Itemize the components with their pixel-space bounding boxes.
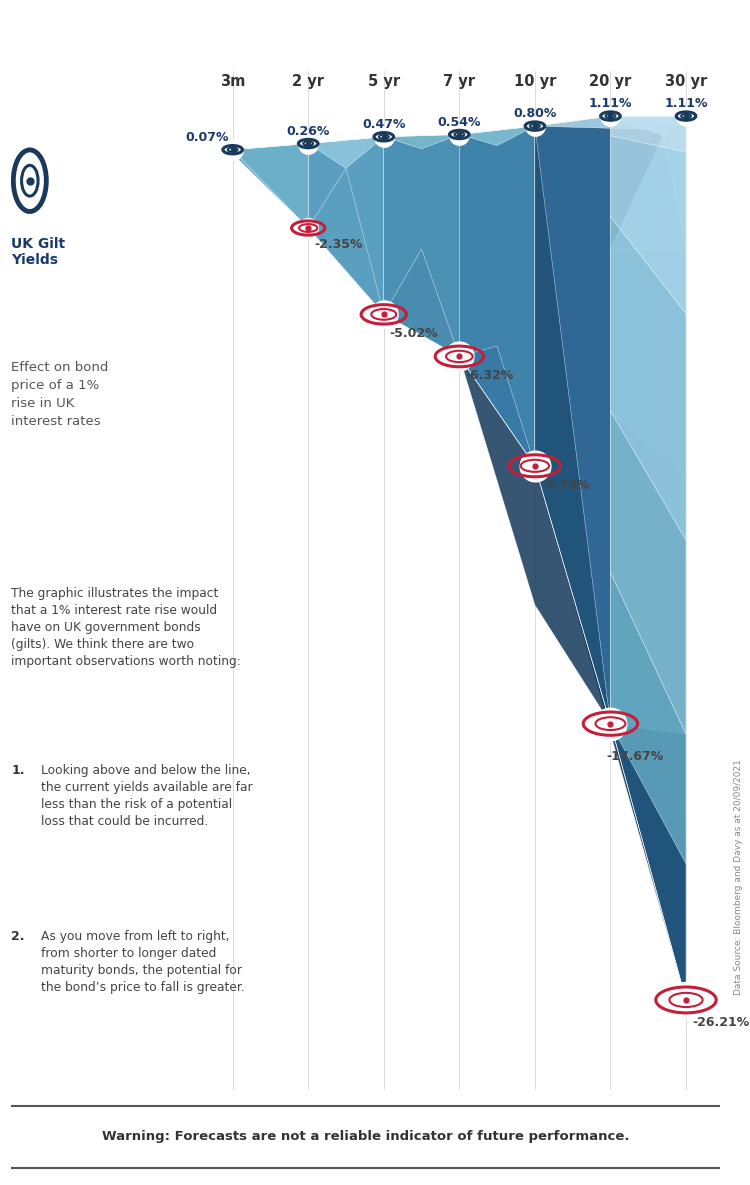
Text: 0.80%: 0.80%: [513, 108, 556, 120]
Text: 1.: 1.: [11, 764, 25, 777]
Polygon shape: [610, 116, 686, 1000]
Text: 0.07%: 0.07%: [185, 130, 229, 143]
Polygon shape: [663, 116, 686, 249]
Text: 30 yr: 30 yr: [664, 75, 707, 89]
Polygon shape: [384, 135, 459, 357]
Text: -6.32%: -6.32%: [466, 370, 514, 383]
Polygon shape: [384, 135, 459, 149]
Text: 7 yr: 7 yr: [443, 75, 476, 89]
Polygon shape: [610, 249, 686, 475]
Polygon shape: [232, 116, 686, 1000]
Polygon shape: [610, 116, 686, 136]
Text: 20 yr: 20 yr: [590, 75, 632, 89]
Polygon shape: [459, 126, 535, 146]
Text: 0.47%: 0.47%: [362, 118, 406, 132]
Polygon shape: [610, 572, 686, 864]
Polygon shape: [232, 143, 308, 228]
Polygon shape: [232, 143, 308, 228]
Polygon shape: [610, 116, 686, 152]
Polygon shape: [610, 136, 686, 314]
Text: -2.35%: -2.35%: [314, 238, 363, 251]
Polygon shape: [308, 136, 384, 168]
Polygon shape: [459, 346, 535, 466]
Polygon shape: [535, 116, 686, 129]
Text: Effect on bond
price of a 1%
rise in UK
interest rates: Effect on bond price of a 1% rise in UK …: [11, 361, 109, 429]
Polygon shape: [384, 249, 459, 357]
Text: -5.02%: -5.02%: [390, 327, 439, 340]
Polygon shape: [459, 357, 610, 724]
Text: 2 yr: 2 yr: [292, 75, 324, 89]
Text: 3m: 3m: [220, 75, 245, 89]
Text: -17.67%: -17.67%: [607, 750, 664, 762]
Text: UK Gilt
Yields: UK Gilt Yields: [11, 237, 65, 267]
Polygon shape: [610, 217, 686, 540]
Text: 10 yr: 10 yr: [514, 75, 556, 89]
Polygon shape: [610, 411, 686, 735]
Text: 5 yr: 5 yr: [368, 75, 400, 89]
Polygon shape: [535, 126, 610, 724]
Polygon shape: [308, 168, 384, 314]
Polygon shape: [610, 136, 686, 249]
Text: 2.: 2.: [11, 930, 25, 943]
Text: 0.54%: 0.54%: [437, 116, 481, 129]
Polygon shape: [535, 466, 686, 1000]
Text: Data Source: Bloomberg and Davy as at 20/09/2021: Data Source: Bloomberg and Davy as at 20…: [734, 760, 743, 995]
Text: -9.70%: -9.70%: [541, 479, 590, 492]
Text: 1.11%: 1.11%: [589, 97, 632, 110]
Text: As you move from left to right,
from shorter to longer dated
maturity bonds, the: As you move from left to right, from sho…: [41, 930, 245, 994]
Polygon shape: [308, 136, 384, 314]
Polygon shape: [535, 116, 610, 724]
Text: The graphic illustrates the impact
that a 1% interest rate rise would
have on UK: The graphic illustrates the impact that …: [11, 587, 241, 667]
Text: 0.26%: 0.26%: [286, 124, 330, 137]
Text: 1.11%: 1.11%: [664, 97, 708, 110]
Text: Looking above and below the line,
the current yields available are far
less than: Looking above and below the line, the cu…: [41, 764, 253, 828]
FancyBboxPatch shape: [8, 1106, 724, 1168]
Polygon shape: [610, 411, 686, 735]
Text: Warning: Forecasts are not a reliable indicator of future performance.: Warning: Forecasts are not a reliable in…: [102, 1130, 629, 1142]
Text: -26.21%: -26.21%: [692, 1016, 749, 1029]
Polygon shape: [459, 126, 535, 466]
